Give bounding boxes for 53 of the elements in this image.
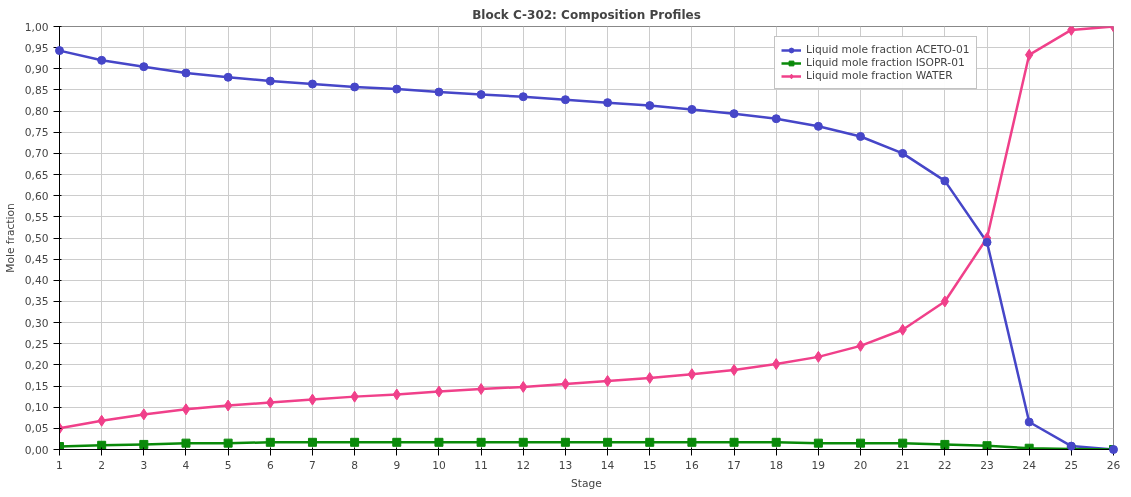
x-tick-label: 10 xyxy=(432,458,446,472)
x-tick-label: 9 xyxy=(393,458,401,472)
x-tick-label: 14 xyxy=(600,458,615,472)
y-tick-label: 0,90 xyxy=(24,62,49,76)
x-tick-label: 20 xyxy=(853,458,868,472)
x-tick-label: 25 xyxy=(1064,458,1079,472)
x-tick-label: 17 xyxy=(727,458,741,472)
x-tick-label: 3 xyxy=(140,458,148,472)
x-tick-label: 6 xyxy=(266,458,274,472)
y-tick-label: 0,55 xyxy=(24,210,49,224)
x-tick-label: 15 xyxy=(642,458,657,472)
y-tick-label: 0,10 xyxy=(24,401,49,415)
x-tick-label: 26 xyxy=(1106,458,1121,472)
y-tick-label: 0,95 xyxy=(24,41,49,55)
y-tick-label: 0,60 xyxy=(24,189,49,203)
x-tick-label: 21 xyxy=(895,458,910,472)
x-tick-label: 23 xyxy=(980,458,994,472)
y-tick-label: 0,75 xyxy=(24,126,49,140)
x-tick-label: 5 xyxy=(224,458,232,472)
x-tick-label: 8 xyxy=(351,458,359,472)
legend-label: Liquid mole fraction ISOPR-01 xyxy=(806,56,965,69)
x-axis-title: Stage xyxy=(571,476,602,490)
legend-label: Liquid mole fraction ACETO-01 xyxy=(806,43,970,56)
y-tick-label: 0,85 xyxy=(24,83,49,97)
x-tick-label: 7 xyxy=(309,458,316,472)
y-tick-label: 0,70 xyxy=(24,147,49,161)
x-tick-label: 16 xyxy=(685,458,699,472)
y-tick-label: 0,80 xyxy=(24,105,49,119)
x-tick-label: 19 xyxy=(811,458,826,472)
x-tick-label: 24 xyxy=(1022,458,1037,472)
y-tick-label: 0,45 xyxy=(24,253,49,267)
x-tick-label: 12 xyxy=(516,458,531,472)
x-tick-label: 22 xyxy=(938,458,952,472)
x-tick-label: 13 xyxy=(558,458,573,472)
y-tick-label: 0,25 xyxy=(24,337,49,351)
chart-title: Block C-302: Composition Profiles xyxy=(472,7,701,22)
y-tick-label: 0,00 xyxy=(24,443,49,457)
legend-label: Liquid mole fraction WATER xyxy=(806,69,953,82)
y-axis-title: Mole fraction xyxy=(3,203,17,273)
y-tick-label: 0,15 xyxy=(24,380,49,394)
x-tick-label: 11 xyxy=(474,458,488,472)
x-tick-label: 1 xyxy=(56,458,63,472)
y-tick-label: 0,40 xyxy=(24,274,49,288)
y-tick-label: 0,30 xyxy=(24,316,49,330)
y-tick-label: 0,05 xyxy=(24,422,49,436)
y-tick-label: 1,00 xyxy=(24,20,49,34)
y-tick-label: 0,20 xyxy=(24,358,49,372)
x-tick-label: 2 xyxy=(98,458,106,472)
y-tick-label: 0,50 xyxy=(24,232,49,245)
x-tick-label: 18 xyxy=(769,458,784,472)
x-tick-label: 4 xyxy=(182,458,190,472)
y-tick-label: 0,35 xyxy=(24,295,49,309)
y-tick-label: 0,65 xyxy=(24,168,49,182)
